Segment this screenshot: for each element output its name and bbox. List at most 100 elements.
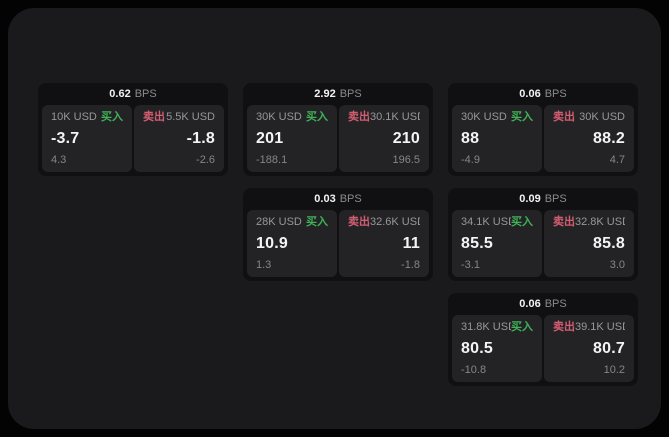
panels-row: 30K USD 买入 88 -4.9 卖出 30K USD 88.2 4.7: [448, 105, 638, 176]
buy-price: 201: [256, 130, 284, 147]
buy-panel[interactable]: 10K USD 买入 -3.7 4.3: [42, 105, 132, 172]
buy-amount: 34.1K USD: [461, 217, 511, 228]
sell-side-label: 卖出: [553, 111, 575, 123]
sell-top-row: 卖出 32.8K USD: [553, 217, 625, 228]
buy-delta: 4.3: [51, 154, 67, 166]
buy-side-label: 买入: [511, 321, 533, 333]
buy-amount: 10K USD: [51, 112, 97, 123]
buy-panel[interactable]: 30K USD 买入 201 -188.1: [247, 105, 337, 172]
buy-panel[interactable]: 28K USD 买入 10.9 1.3: [247, 210, 337, 277]
buy-price: 80.5: [461, 340, 493, 357]
card-header: 0.62 BPS: [38, 83, 228, 105]
sell-price: 11: [402, 235, 420, 252]
buy-price: 88: [461, 130, 480, 147]
sell-side-label: 卖出: [553, 321, 575, 333]
bps-unit-label: BPS: [544, 192, 567, 205]
bps-value: 0.09: [519, 192, 541, 205]
sell-amount: 39.1K USD: [575, 322, 625, 333]
panels-row: 34.1K USD 买入 85.5 -3.1 卖出 32.8K USD 85.8…: [448, 210, 638, 281]
quote-card: 0.06 BPS 31.8K USD 买入 80.5 -10.8 卖出 39.1…: [448, 293, 638, 386]
quote-card: 0.62 BPS 10K USD 买入 -3.7 4.3 卖出 5.5K USD…: [38, 83, 228, 176]
buy-top-row: 34.1K USD 买入: [461, 217, 533, 228]
bps-unit-label: BPS: [544, 297, 567, 310]
buy-panel[interactable]: 31.8K USD 买入 80.5 -10.8: [452, 315, 542, 382]
panels-row: 10K USD 买入 -3.7 4.3 卖出 5.5K USD -1.8 -2.…: [38, 105, 228, 176]
sell-delta: -2.6: [196, 154, 215, 166]
card-header: 0.06 BPS: [448, 293, 638, 315]
sell-top-row: 卖出 32.6K USD: [348, 217, 420, 228]
bps-value: 0.06: [519, 87, 541, 100]
quote-card: 0.06 BPS 30K USD 买入 88 -4.9 卖出 30K USD 8…: [448, 83, 638, 176]
buy-delta: -10.8: [461, 364, 487, 376]
bps-unit-label: BPS: [134, 87, 157, 100]
buy-price: 85.5: [461, 235, 493, 252]
buy-panel[interactable]: 30K USD 买入 88 -4.9: [452, 105, 542, 172]
sell-top-row: 卖出 5.5K USD: [143, 112, 215, 123]
card-header: 0.03 BPS: [243, 188, 433, 210]
quote-card: 2.92 BPS 30K USD 买入 201 -188.1 卖出 30.1K …: [243, 83, 433, 176]
buy-top-row: 30K USD 买入: [461, 112, 533, 123]
buy-price: 10.9: [256, 235, 288, 252]
sell-top-row: 卖出 39.1K USD: [553, 322, 625, 333]
sell-side-label: 卖出: [143, 111, 165, 123]
sell-side-label: 卖出: [553, 216, 575, 228]
sell-panel[interactable]: 卖出 30.1K USD 210 196.5: [339, 105, 429, 172]
sell-panel[interactable]: 卖出 39.1K USD 80.7 10.2: [544, 315, 634, 382]
buy-side-label: 买入: [306, 111, 328, 123]
buy-top-row: 30K USD 买入: [256, 112, 328, 123]
buy-price: -3.7: [51, 130, 80, 147]
sell-amount: 5.5K USD: [166, 112, 215, 123]
buy-amount: 30K USD: [256, 112, 302, 123]
sell-price: 80.7: [593, 340, 625, 357]
buy-side-label: 买入: [101, 111, 123, 123]
bps-value: 2.92: [314, 87, 336, 100]
buy-side-label: 买入: [511, 111, 533, 123]
bps-unit-label: BPS: [544, 87, 567, 100]
sell-top-row: 卖出 30K USD: [553, 112, 625, 123]
app-window: 0.62 BPS 10K USD 买入 -3.7 4.3 卖出 5.5K USD…: [8, 8, 661, 429]
sell-amount: 32.8K USD: [575, 217, 625, 228]
bps-unit-label: BPS: [339, 87, 362, 100]
sell-price: 85.8: [593, 235, 625, 252]
sell-delta: 3.0: [609, 259, 625, 271]
buy-top-row: 31.8K USD 买入: [461, 322, 533, 333]
sell-price: -1.8: [186, 130, 215, 147]
buy-delta: -188.1: [256, 154, 288, 166]
panels-row: 31.8K USD 买入 80.5 -10.8 卖出 39.1K USD 80.…: [448, 315, 638, 386]
sell-panel[interactable]: 卖出 32.6K USD 11 -1.8: [339, 210, 429, 277]
buy-amount: 31.8K USD: [461, 322, 511, 333]
sell-panel[interactable]: 卖出 30K USD 88.2 4.7: [544, 105, 634, 172]
sell-panel[interactable]: 卖出 32.8K USD 85.8 3.0: [544, 210, 634, 277]
card-header: 2.92 BPS: [243, 83, 433, 105]
bps-value: 0.06: [519, 297, 541, 310]
buy-delta: -4.9: [461, 154, 480, 166]
card-header: 0.06 BPS: [448, 83, 638, 105]
sell-amount: 30.1K USD: [370, 112, 420, 123]
sell-price: 88.2: [593, 130, 625, 147]
buy-panel[interactable]: 34.1K USD 买入 85.5 -3.1: [452, 210, 542, 277]
bps-value: 0.03: [314, 192, 336, 205]
bps-unit-label: BPS: [339, 192, 362, 205]
buy-delta: -3.1: [461, 259, 480, 271]
buy-top-row: 10K USD 买入: [51, 112, 123, 123]
sell-amount: 32.6K USD: [370, 217, 420, 228]
quote-card: 0.03 BPS 28K USD 买入 10.9 1.3 卖出 32.6K US…: [243, 188, 433, 281]
buy-delta: 1.3: [256, 259, 272, 271]
sell-panel[interactable]: 卖出 5.5K USD -1.8 -2.6: [134, 105, 224, 172]
sell-delta: 4.7: [609, 154, 625, 166]
buy-top-row: 28K USD 买入: [256, 217, 328, 228]
sell-delta: 10.2: [603, 364, 625, 376]
buy-side-label: 买入: [306, 216, 328, 228]
sell-amount: 30K USD: [579, 112, 625, 123]
buy-amount: 30K USD: [461, 112, 507, 123]
sell-delta: 196.5: [392, 154, 420, 166]
buy-amount: 28K USD: [256, 217, 302, 228]
quote-card: 0.09 BPS 34.1K USD 买入 85.5 -3.1 卖出 32.8K…: [448, 188, 638, 281]
panels-row: 28K USD 买入 10.9 1.3 卖出 32.6K USD 11 -1.8: [243, 210, 433, 281]
sell-price: 210: [392, 130, 420, 147]
buy-side-label: 买入: [511, 216, 533, 228]
sell-side-label: 卖出: [348, 216, 370, 228]
sell-delta: -1.8: [401, 259, 420, 271]
bps-value: 0.62: [109, 87, 131, 100]
